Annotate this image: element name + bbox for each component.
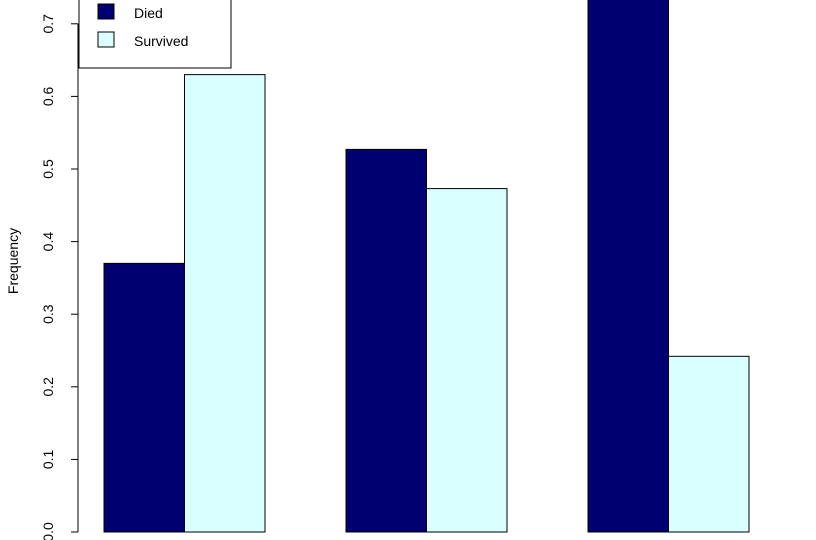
y-axis: 0.0 0.1 0.2 0.3 0.4 0.5 0.6 0.7 [40, 14, 79, 540]
y-axis-label: Frequency [5, 228, 21, 294]
y-tick-label: 0.2 [40, 377, 56, 397]
legend-swatch-survived [97, 31, 115, 48]
bar-survived-1 [184, 74, 266, 533]
bar-died-1 [103, 262, 185, 533]
bar-survived-3 [668, 355, 750, 533]
legend-label-died: Died [134, 5, 163, 21]
bar-died-3 [587, 0, 669, 533]
y-tick-label: 0.4 [40, 232, 56, 252]
legend: Died Survived [78, 0, 232, 69]
y-tick-label: 0.1 [40, 449, 56, 469]
y-tick-label: 0.0 [40, 522, 56, 540]
bar-died-2 [345, 148, 427, 533]
bar-survived-2 [426, 188, 508, 533]
y-tick-label: 0.3 [40, 304, 56, 324]
legend-label-survived: Survived [134, 33, 188, 49]
legend-swatch-died [97, 3, 115, 20]
bars-group [103, 0, 750, 533]
y-tick-label: 0.5 [40, 159, 56, 179]
y-tick-label: 0.6 [40, 86, 56, 106]
y-tick-label: 0.7 [40, 14, 56, 34]
